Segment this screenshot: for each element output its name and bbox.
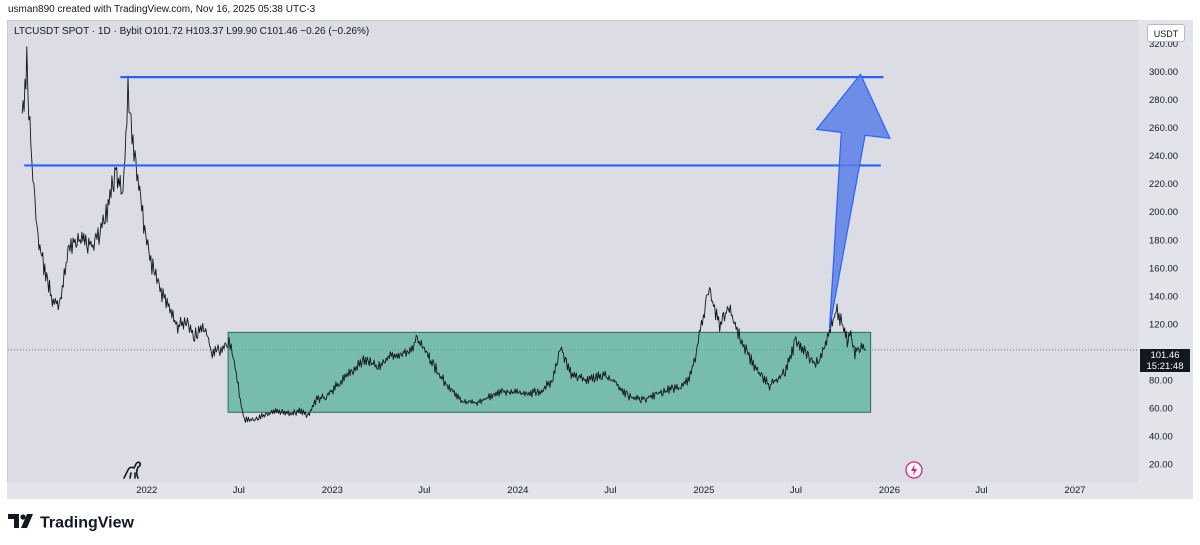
y-tick-label: 320.00 — [1149, 39, 1178, 50]
dino-icon[interactable] — [123, 461, 142, 479]
x-tick-label: Jul — [790, 485, 802, 496]
x-tick-label: Jul — [233, 485, 245, 496]
symbol-info: LTCUSDT SPOT · 1D · Bybit O101.72 H103.3… — [14, 26, 370, 37]
y-tick-label: 80.00 — [1149, 376, 1173, 387]
x-tick-label: 2026 — [879, 485, 900, 496]
tradingview-brand[interactable]: TradingView — [8, 514, 134, 533]
x-tick-label: 2025 — [693, 485, 714, 496]
y-tick-label: 200.00 — [1149, 207, 1178, 218]
last-price-value: 101.46 — [1150, 350, 1180, 361]
range-box[interactable] — [227, 331, 872, 413]
lightning-icon[interactable] — [905, 461, 923, 479]
price-scale[interactable] — [1138, 20, 1193, 482]
y-tick-label: 260.00 — [1149, 123, 1178, 134]
x-tick-label: 2024 — [507, 485, 528, 496]
y-tick-label: 40.00 — [1149, 432, 1173, 443]
currency-button[interactable]: USDT — [1147, 24, 1185, 42]
tradingview-logo-icon — [8, 514, 36, 533]
y-tick-label: 300.00 — [1149, 67, 1178, 78]
y-tick-label: 60.00 — [1149, 404, 1173, 415]
x-tick-label: 2027 — [1064, 485, 1085, 496]
x-tick-label: Jul — [975, 485, 987, 496]
y-tick-label: 240.00 — [1149, 151, 1178, 162]
target-arrow[interactable] — [815, 73, 891, 329]
y-tick-label: 140.00 — [1149, 291, 1178, 302]
x-tick-label: 2022 — [136, 485, 157, 496]
y-tick-label: 20.00 — [1149, 460, 1173, 471]
brand-name: TradingView — [40, 514, 134, 532]
y-tick-label: 120.00 — [1149, 319, 1178, 330]
y-tick-label: 220.00 — [1149, 179, 1178, 190]
chart-pane[interactable] — [7, 20, 1193, 499]
chart-credit: usman890 created with TradingView.com, N… — [8, 4, 316, 15]
y-tick-label: 280.00 — [1149, 95, 1178, 106]
y-tick-label: 160.00 — [1149, 263, 1178, 274]
x-tick-label: Jul — [418, 485, 430, 496]
last-price-label: 101.46 15:21:48 — [1140, 349, 1190, 372]
x-tick-label: Jul — [604, 485, 616, 496]
y-tick-label: 180.00 — [1149, 235, 1178, 246]
price-series-line — [21, 46, 867, 423]
x-tick-label: 2023 — [322, 485, 343, 496]
time-axis[interactable] — [7, 482, 1193, 499]
bar-countdown: 15:21:48 — [1146, 361, 1184, 372]
